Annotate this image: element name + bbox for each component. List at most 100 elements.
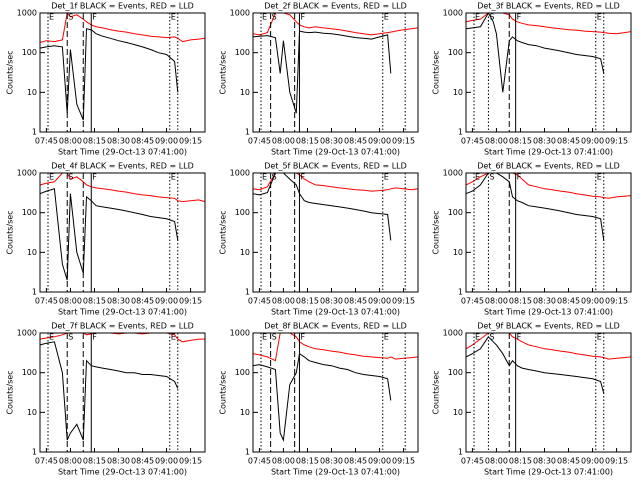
y-tick-label: 100: [22, 208, 37, 217]
panel: Det_5f BLACK = Events, RED = LLD Start Ti…: [219, 162, 419, 317]
x-tick-label: 08:00: [272, 297, 295, 306]
event-label: F: [300, 333, 305, 342]
event-label: F: [517, 173, 522, 182]
x-tick-label: 08:30: [107, 297, 130, 306]
event-label: E: [262, 333, 267, 342]
series-line: [39, 341, 179, 441]
event-label: F: [300, 173, 305, 182]
chart-title: Det_6f BLACK = Events, RED = LLD: [477, 162, 620, 171]
event-label: S: [68, 13, 73, 22]
y-tick-label: 10: [453, 408, 463, 417]
event-label: F: [517, 333, 522, 342]
x-tick-label: 08:45: [131, 457, 154, 466]
x-tick-label: 09:00: [155, 137, 178, 146]
chart-title: Det_7f BLACK = Events, RED = LLD: [51, 322, 194, 331]
plot-frame: [465, 332, 632, 453]
x-tick-label: 07:45: [35, 297, 58, 306]
x-tick-label: 09:15: [605, 297, 628, 306]
x-tick-label: 08:15: [509, 297, 532, 306]
x-tick-label: 08:45: [557, 457, 580, 466]
x-tick-label: 07:45: [248, 457, 271, 466]
x-axis-label: Start Time (29-Oct-13 07:41:00): [271, 308, 400, 317]
x-tick-label: 09:00: [155, 457, 178, 466]
event-label: S: [272, 333, 277, 342]
plot-frame: [39, 172, 206, 293]
x-tick-label: 08:30: [533, 297, 556, 306]
series-line: [252, 30, 392, 114]
x-tick-label: 08:45: [131, 137, 154, 146]
event-label: E: [475, 333, 480, 342]
x-axis-label: Start Time (29-Oct-13 07:41:00): [58, 468, 187, 477]
x-tick-label: 08:15: [83, 297, 106, 306]
y-tick-label: 100: [235, 368, 250, 377]
x-axis-label: Start Time (29-Oct-13 07:41:00): [484, 308, 613, 317]
plot-frame: [252, 332, 419, 453]
y-axis-label: Counts/sec: [6, 370, 15, 414]
y-tick-label: 1000: [17, 169, 37, 178]
x-tick-label: 08:30: [320, 137, 343, 146]
y-tick-label: 1: [245, 128, 250, 137]
y-tick-label: 100: [448, 368, 463, 377]
x-tick-label: 08:30: [107, 137, 130, 146]
y-tick-label: 100: [448, 208, 463, 217]
chart-title: Det_5f BLACK = Events, RED = LLD: [264, 162, 407, 171]
event-label: E: [475, 173, 480, 182]
event-label: S: [272, 173, 277, 182]
x-tick-label: 08:00: [485, 297, 508, 306]
x-tick-label: 07:45: [248, 137, 271, 146]
x-axis-label: Start Time (29-Oct-13 07:41:00): [484, 148, 613, 157]
y-tick-label: 10: [27, 88, 37, 97]
series-line: [252, 332, 419, 362]
series-line: [465, 11, 605, 93]
y-axis-label: Counts/sec: [219, 370, 228, 414]
series-line: [252, 172, 419, 192]
panel: Det_3f BLACK = Events, RED = LLD Start Ti…: [432, 2, 632, 157]
y-axis-label: Counts/sec: [219, 50, 228, 94]
event-label: E: [171, 13, 176, 22]
x-tick-label: 08:45: [557, 137, 580, 146]
x-tick-label: 07:45: [461, 457, 484, 466]
y-tick-label: 1: [458, 128, 463, 137]
y-axis-label: Counts/sec: [6, 210, 15, 254]
x-tick-label: 07:45: [248, 297, 271, 306]
event-label: F: [517, 13, 522, 22]
x-tick-label: 07:45: [35, 457, 58, 466]
x-tick-label: 09:15: [392, 297, 415, 306]
event-label: E: [262, 13, 267, 22]
series-line: [39, 188, 179, 281]
y-tick-label: 1000: [443, 9, 463, 18]
plot-frame: [39, 12, 206, 133]
x-tick-label: 09:00: [368, 137, 391, 146]
y-tick-label: 1000: [17, 329, 37, 338]
x-tick-label: 08:30: [320, 297, 343, 306]
y-tick-label: 100: [22, 48, 37, 57]
event-label: F: [92, 333, 97, 342]
event-label: E: [384, 13, 389, 22]
x-tick-label: 09:00: [368, 297, 391, 306]
y-tick-label: 1: [458, 288, 463, 297]
y-axis-label: Counts/sec: [432, 50, 441, 94]
x-tick-label: 09:00: [581, 137, 604, 146]
x-tick-label: 08:00: [59, 457, 82, 466]
series-line: [465, 336, 605, 394]
panel: Det_7f BLACK = Events, RED = LLD Start Ti…: [6, 322, 206, 477]
chart-title: Det_9f BLACK = Events, RED = LLD: [477, 322, 620, 331]
plot-frame: [252, 172, 419, 293]
series-line: [39, 172, 206, 203]
x-axis-label: Start Time (29-Oct-13 07:41:00): [58, 148, 187, 157]
x-tick-label: 09:00: [581, 457, 604, 466]
event-label: E: [475, 13, 480, 22]
series-line: [39, 332, 205, 343]
x-tick-label: 08:45: [344, 457, 367, 466]
x-tick-label: 08:15: [509, 457, 532, 466]
plot-frame: [252, 12, 419, 133]
event-label: F: [92, 13, 97, 22]
event-label: E: [597, 173, 602, 182]
y-axis-label: Counts/sec: [219, 210, 228, 254]
event-label: S: [489, 333, 494, 342]
event-label: S: [68, 333, 73, 342]
y-tick-label: 10: [240, 248, 250, 257]
event-label: F: [300, 13, 305, 22]
y-tick-label: 100: [22, 368, 37, 377]
